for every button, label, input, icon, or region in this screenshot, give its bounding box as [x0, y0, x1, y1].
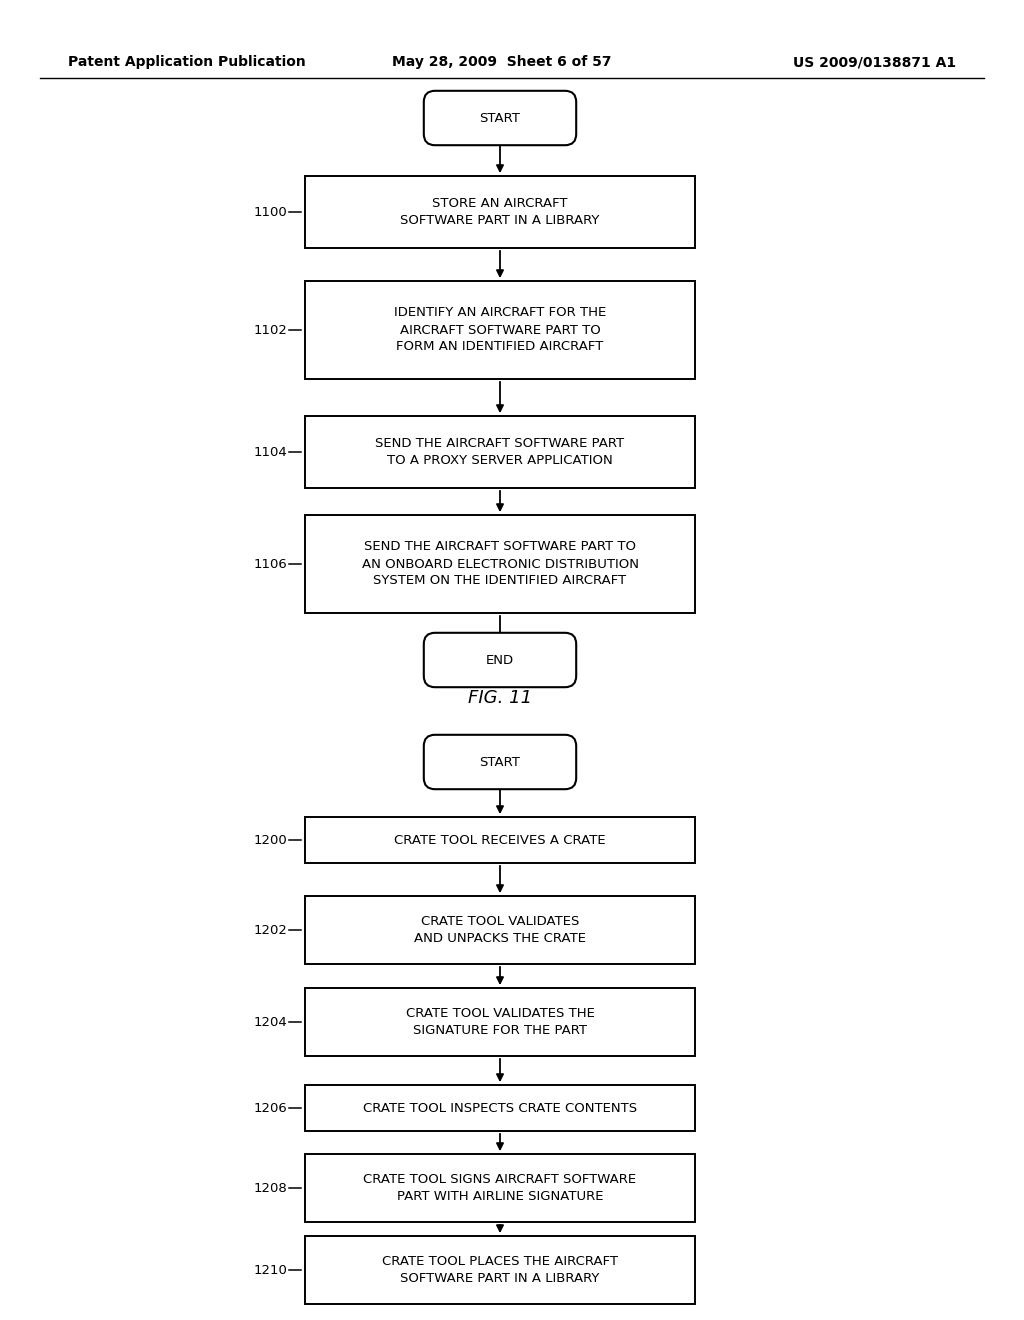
Text: 1210: 1210	[253, 1263, 287, 1276]
Text: END: END	[486, 653, 514, 667]
FancyBboxPatch shape	[424, 91, 577, 145]
Text: 1200: 1200	[253, 833, 287, 846]
Text: FIG. 11: FIG. 11	[468, 689, 532, 708]
Bar	[305, 515, 695, 612]
Bar	[305, 987, 695, 1056]
Text: CRATE TOOL VALIDATES THE
SIGNATURE FOR THE PART: CRATE TOOL VALIDATES THE SIGNATURE FOR T…	[406, 1007, 595, 1038]
Text: 1100: 1100	[253, 206, 287, 219]
Text: 1204: 1204	[253, 1015, 287, 1028]
Bar	[305, 416, 695, 488]
Text: 1202: 1202	[253, 924, 287, 936]
Text: May 28, 2009  Sheet 6 of 57: May 28, 2009 Sheet 6 of 57	[392, 55, 611, 69]
Bar	[305, 817, 695, 863]
Text: STORE AN AIRCRAFT
SOFTWARE PART IN A LIBRARY: STORE AN AIRCRAFT SOFTWARE PART IN A LIB…	[400, 197, 600, 227]
Text: 1206: 1206	[253, 1101, 287, 1114]
Text: CRATE TOOL SIGNS AIRCRAFT SOFTWARE
PART WITH AIRLINE SIGNATURE: CRATE TOOL SIGNS AIRCRAFT SOFTWARE PART …	[364, 1173, 637, 1203]
Bar	[305, 281, 695, 379]
Text: 1208: 1208	[253, 1181, 287, 1195]
Text: 1102: 1102	[253, 323, 287, 337]
Bar	[305, 176, 695, 248]
FancyBboxPatch shape	[424, 632, 577, 688]
Text: 1104: 1104	[253, 446, 287, 458]
Text: Patent Application Publication: Patent Application Publication	[68, 55, 306, 69]
Bar	[305, 1085, 695, 1131]
Text: US 2009/0138871 A1: US 2009/0138871 A1	[793, 55, 956, 69]
FancyBboxPatch shape	[424, 735, 577, 789]
Text: SEND THE AIRCRAFT SOFTWARE PART
TO A PROXY SERVER APPLICATION: SEND THE AIRCRAFT SOFTWARE PART TO A PRO…	[376, 437, 625, 467]
Text: START: START	[479, 755, 520, 768]
Text: CRATE TOOL RECEIVES A CRATE: CRATE TOOL RECEIVES A CRATE	[394, 833, 606, 846]
Text: SEND THE AIRCRAFT SOFTWARE PART TO
AN ONBOARD ELECTRONIC DISTRIBUTION
SYSTEM ON : SEND THE AIRCRAFT SOFTWARE PART TO AN ON…	[361, 540, 639, 587]
Bar	[305, 896, 695, 964]
Bar	[305, 1236, 695, 1304]
Text: CRATE TOOL VALIDATES
AND UNPACKS THE CRATE: CRATE TOOL VALIDATES AND UNPACKS THE CRA…	[414, 915, 586, 945]
Text: START: START	[479, 111, 520, 124]
Text: CRATE TOOL INSPECTS CRATE CONTENTS: CRATE TOOL INSPECTS CRATE CONTENTS	[362, 1101, 637, 1114]
Text: IDENTIFY AN AIRCRAFT FOR THE
AIRCRAFT SOFTWARE PART TO
FORM AN IDENTIFIED AIRCRA: IDENTIFY AN AIRCRAFT FOR THE AIRCRAFT SO…	[394, 306, 606, 354]
Text: CRATE TOOL PLACES THE AIRCRAFT
SOFTWARE PART IN A LIBRARY: CRATE TOOL PLACES THE AIRCRAFT SOFTWARE …	[382, 1255, 618, 1284]
Bar	[305, 1154, 695, 1222]
Text: 1106: 1106	[253, 557, 287, 570]
